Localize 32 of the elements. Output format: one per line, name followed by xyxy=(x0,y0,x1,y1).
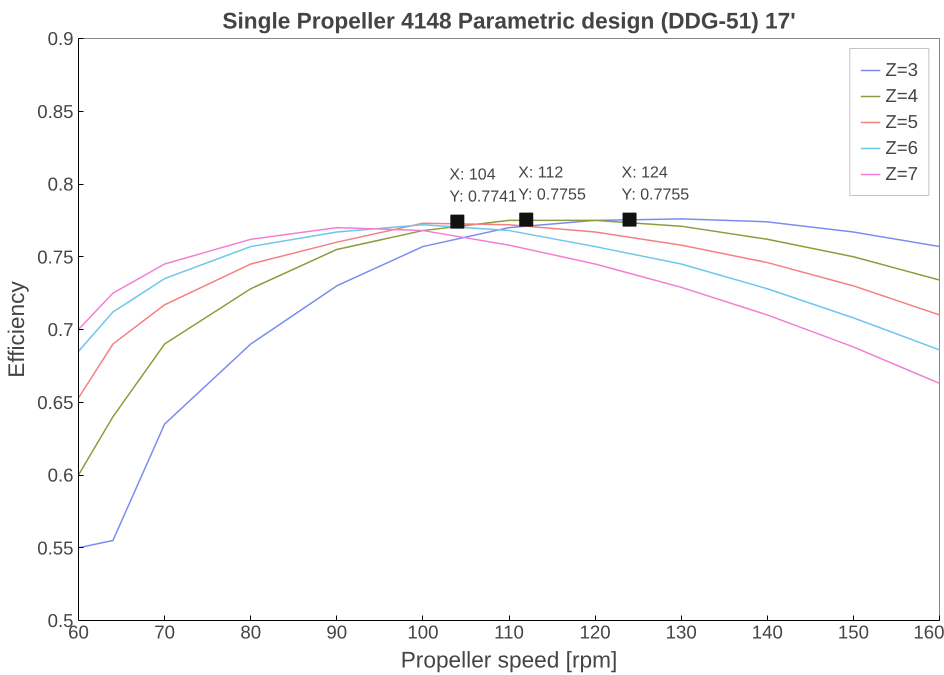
y-tick-label: 0.8 xyxy=(48,174,74,194)
x-tick-label: 100 xyxy=(407,622,438,642)
annotation: X: 104 Y: 0.7741 xyxy=(449,166,518,206)
x-tick-label: 90 xyxy=(326,622,348,642)
y-tick-label: 0.9 xyxy=(48,28,74,49)
annotation: X: 124 Y: 0.7755 xyxy=(622,164,690,204)
y-tick-label: 0.85 xyxy=(37,100,74,122)
y-axis-title: Efficiency xyxy=(3,280,30,378)
x-tick-label: 80 xyxy=(240,622,262,642)
legend-label: Z=5 xyxy=(885,111,918,133)
x-tick-label: 150 xyxy=(838,622,869,642)
x-axis-title: Propeller speed [rpm] xyxy=(400,646,618,672)
legend-label: Z=4 xyxy=(885,85,918,107)
chart-title: Single Propeller 4148 Parametric design (DDG-51) 17' xyxy=(222,8,796,34)
line-series xyxy=(78,224,940,352)
y-tick-label: 0.6 xyxy=(48,464,74,486)
line-series xyxy=(78,218,940,548)
y-tick-label: 0.7 xyxy=(48,319,74,340)
y-tick-label: 0.75 xyxy=(37,246,74,268)
x-tick-label: 160 xyxy=(913,622,944,642)
x-tick-label: 70 xyxy=(154,622,175,642)
legend-label: Z=3 xyxy=(885,59,918,81)
x-tick-label: 110 xyxy=(494,622,524,642)
y-tick-label: 0.55 xyxy=(37,537,74,558)
legend-label: Z=7 xyxy=(885,163,918,185)
y-tick-label: 0.65 xyxy=(37,392,74,413)
annotation: X: 112 Y: 0.7755 xyxy=(518,164,586,204)
x-tick-label: 140 xyxy=(752,622,783,642)
x-tick-label: 120 xyxy=(580,622,611,642)
x-tick-label: 130 xyxy=(666,622,697,642)
line-series xyxy=(78,220,940,476)
legend-label: Z=6 xyxy=(885,137,918,159)
